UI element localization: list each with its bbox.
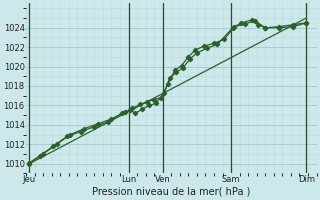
X-axis label: Pression niveau de la mer( hPa ): Pression niveau de la mer( hPa ) (92, 187, 251, 197)
